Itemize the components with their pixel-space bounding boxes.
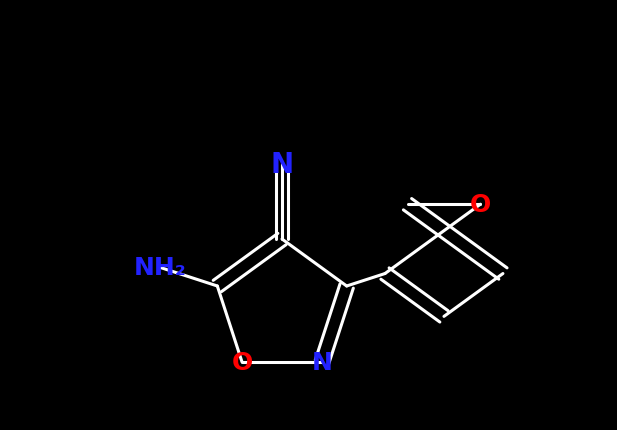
Text: O: O bbox=[231, 350, 252, 374]
Text: N: N bbox=[312, 350, 333, 374]
Text: O: O bbox=[470, 193, 491, 217]
Text: NH₂: NH₂ bbox=[134, 256, 186, 280]
Text: N: N bbox=[270, 150, 294, 178]
